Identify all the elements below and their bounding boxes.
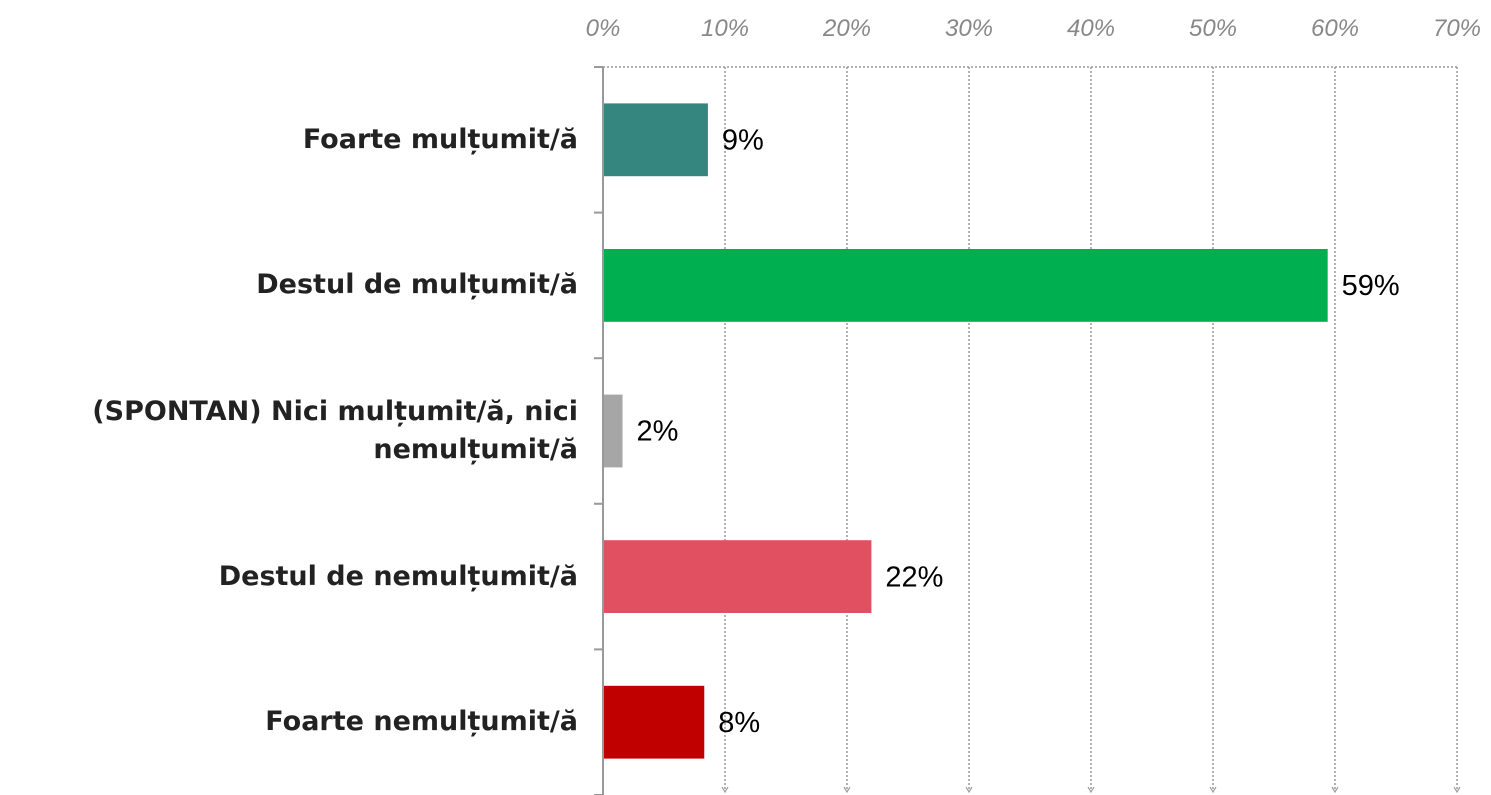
bar	[603, 394, 623, 468]
value-label: 8%	[718, 707, 760, 739]
x-tick-label: 40%	[1067, 15, 1115, 42]
grid-arrow	[1331, 786, 1339, 794]
x-tick-label: 30%	[945, 15, 993, 42]
x-tick-label: 0%	[586, 15, 621, 42]
category-label: (SPONTAN) Nici mulțumit/ă, nici nemulțum…	[92, 396, 578, 465]
bar	[603, 540, 872, 613]
value-label: 2%	[637, 416, 679, 448]
grid-arrow	[965, 786, 973, 794]
x-tick-label: 20%	[822, 15, 871, 42]
bar	[603, 103, 708, 177]
grid-arrow	[1453, 786, 1461, 794]
value-label: 59%	[1342, 270, 1400, 302]
value-label: 9%	[722, 124, 764, 156]
x-tick-label: 70%	[1433, 15, 1481, 42]
grid-arrow	[1087, 786, 1095, 794]
grid-arrow	[721, 786, 729, 794]
grid-arrow	[1209, 786, 1217, 794]
category-label: Foarte mulțumit/ă	[302, 123, 578, 155]
category-label: Foarte nemulțumit/ă	[265, 706, 578, 738]
x-tick-label: 60%	[1311, 15, 1359, 42]
bar	[603, 249, 1328, 322]
x-tick-label: 50%	[1189, 15, 1237, 42]
grid-arrow	[843, 786, 851, 794]
value-label: 22%	[885, 561, 943, 593]
bar	[603, 685, 705, 759]
category-label: Destul de mulțumit/ă	[256, 269, 578, 301]
x-tick-label: 10%	[701, 15, 749, 42]
category-label: Destul de nemulțumit/ă	[218, 560, 578, 592]
